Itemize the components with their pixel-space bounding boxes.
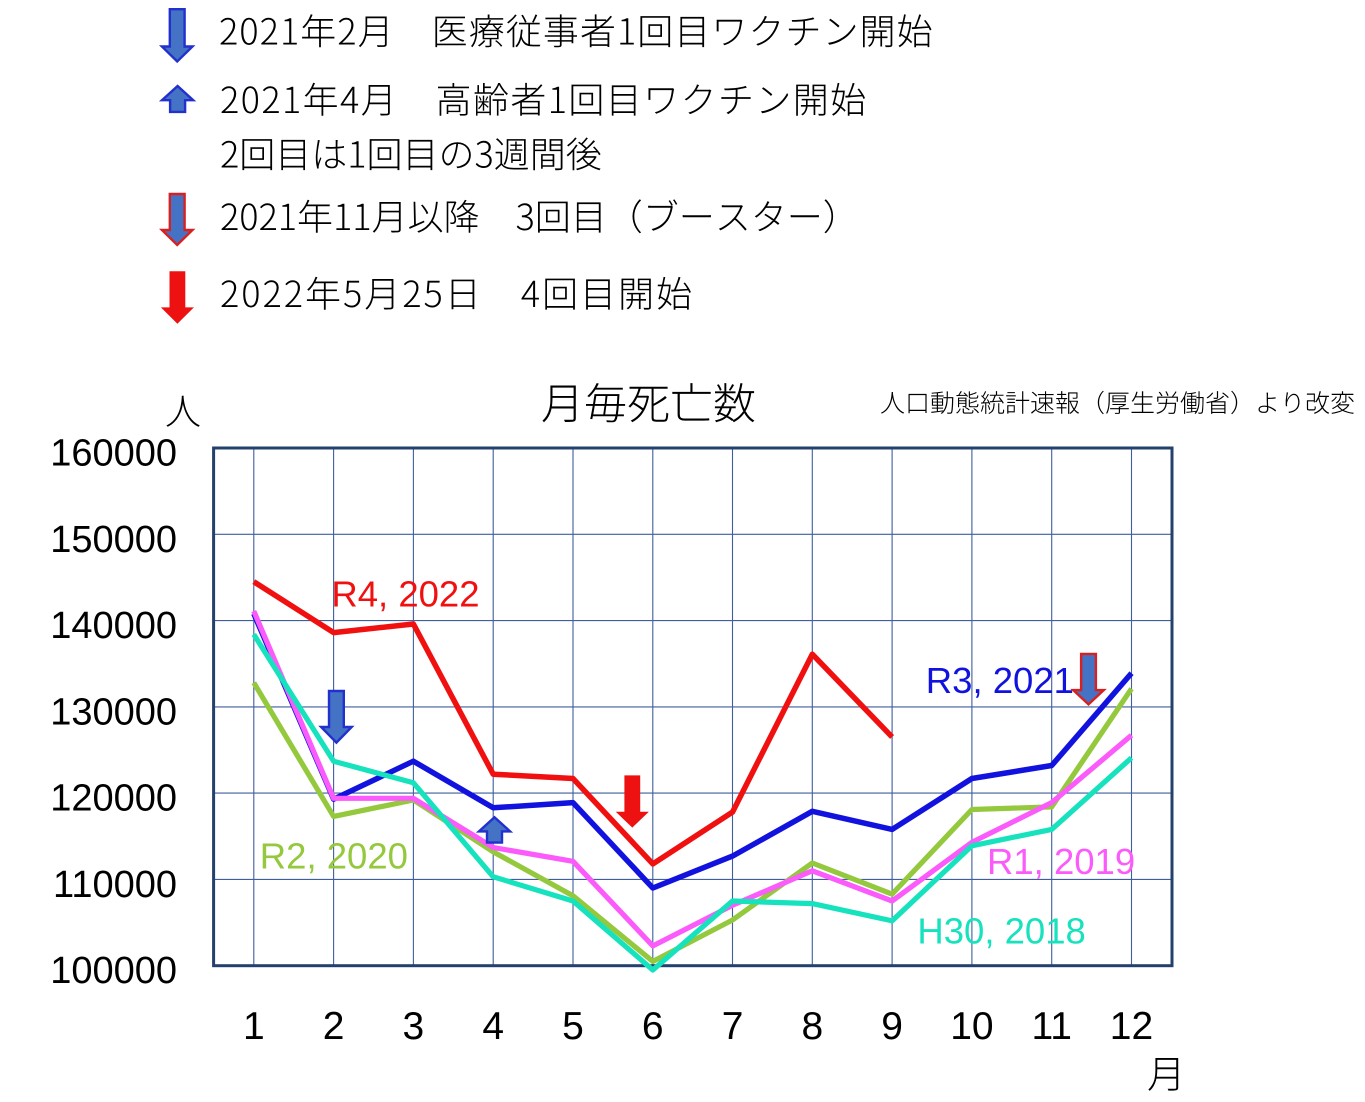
svg-text:R4, 2022: R4, 2022 bbox=[331, 574, 479, 615]
svg-text:4: 4 bbox=[482, 1005, 504, 1048]
svg-text:R1, 2019: R1, 2019 bbox=[987, 841, 1135, 882]
svg-text:150000: 150000 bbox=[50, 519, 177, 561]
svg-text:R3, 2021: R3, 2021 bbox=[926, 660, 1074, 701]
svg-text:H30, 2018: H30, 2018 bbox=[917, 911, 1085, 952]
svg-text:5: 5 bbox=[562, 1005, 584, 1048]
svg-text:10: 10 bbox=[950, 1005, 993, 1048]
svg-text:7: 7 bbox=[722, 1005, 744, 1048]
svg-text:3: 3 bbox=[403, 1005, 425, 1048]
svg-text:6: 6 bbox=[642, 1005, 664, 1048]
svg-text:9: 9 bbox=[881, 1005, 903, 1048]
svg-text:2: 2 bbox=[323, 1005, 345, 1048]
svg-text:160000: 160000 bbox=[50, 433, 177, 475]
svg-text:110000: 110000 bbox=[53, 864, 177, 906]
svg-text:120000: 120000 bbox=[50, 778, 177, 820]
svg-text:8: 8 bbox=[801, 1005, 823, 1048]
svg-text:12: 12 bbox=[1110, 1005, 1153, 1048]
svg-text:R2, 2020: R2, 2020 bbox=[260, 836, 408, 877]
svg-text:140000: 140000 bbox=[50, 605, 177, 647]
svg-text:130000: 130000 bbox=[50, 691, 177, 733]
svg-text:11: 11 bbox=[1031, 1005, 1072, 1048]
svg-text:100000: 100000 bbox=[50, 950, 177, 992]
svg-text:1: 1 bbox=[243, 1005, 265, 1048]
